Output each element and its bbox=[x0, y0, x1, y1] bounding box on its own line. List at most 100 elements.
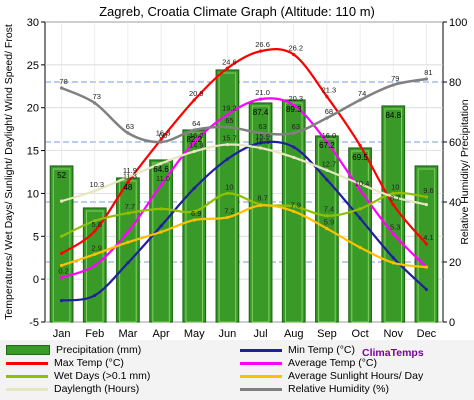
point-relative-humidity bbox=[325, 116, 329, 120]
label-average-temp-c: 20.3 bbox=[288, 94, 303, 103]
legend-item-average-sunlight-hours-day: Average Sunlight Hours/ Day bbox=[240, 370, 423, 383]
legend-label: Relative Humidity (%) bbox=[288, 383, 389, 395]
point-wet-days-0-1-mm bbox=[59, 234, 64, 238]
point-wet-days-0-1-mm bbox=[159, 207, 163, 211]
brand-label: ClimaTemps bbox=[362, 347, 424, 359]
legend-swatch bbox=[6, 387, 48, 391]
point-average-sunlight-hours-day bbox=[424, 265, 429, 269]
point-min-temp-c bbox=[59, 298, 64, 303]
point-relative-humidity bbox=[59, 86, 64, 90]
point-relative-humidity bbox=[93, 101, 97, 105]
point-max-temp-c bbox=[292, 52, 296, 57]
label-daylength-hours: 12.7 bbox=[322, 159, 337, 168]
point-max-temp-c bbox=[225, 66, 230, 70]
label-relative-humidity: 63 bbox=[126, 122, 134, 131]
series-lines bbox=[59, 48, 429, 303]
label-daylength-hours: 15.7 bbox=[222, 134, 237, 143]
climate-chart: Zagreb, Croatia Climate Graph (Altitude:… bbox=[3, 4, 471, 340]
point-wet-days-0-1-mm bbox=[292, 204, 296, 208]
x-tick-label: Sep bbox=[317, 328, 337, 340]
point-relative-humidity bbox=[258, 131, 263, 135]
legend: Precipitation (mm) Min Temp (°C) Max Temp … bbox=[0, 340, 474, 400]
point-daylength-hours bbox=[325, 168, 329, 172]
point-relative-humidity bbox=[192, 128, 196, 132]
label-average-sunlight-hours-day: 2.9 bbox=[92, 243, 102, 252]
precipitation-bars bbox=[49, 69, 439, 323]
x-tick-label: Jun bbox=[219, 328, 237, 340]
label-average-sunlight-hours-day: 7.9 bbox=[291, 200, 301, 209]
legend-item-daylength-hours: Daylength (Hours) bbox=[6, 383, 139, 396]
label-average-temp-c: 21.0 bbox=[255, 88, 270, 97]
legend-label: Average Temp (°C) bbox=[288, 357, 378, 369]
plot-area bbox=[44, 21, 444, 323]
tick-label-left: -5 bbox=[29, 317, 39, 329]
point-average-sunlight-hours-day bbox=[258, 203, 263, 208]
label-max-temp-c: 16.3 bbox=[156, 128, 171, 137]
label-wet-days-0-1-mm: 7.4 bbox=[324, 205, 334, 214]
point-min-temp-c bbox=[126, 261, 130, 265]
label-relative-humidity: 65 bbox=[225, 116, 233, 125]
precipitation-bar-inner bbox=[351, 150, 369, 323]
label-daylength-hours: 15.3 bbox=[255, 137, 270, 146]
label-relative-humidity: 64 bbox=[192, 119, 200, 128]
point-wet-days-0-1-mm bbox=[126, 211, 130, 215]
tick-label-right: 40 bbox=[449, 197, 461, 209]
x-tick-label: Apr bbox=[153, 328, 170, 340]
point-average-temp-c bbox=[93, 263, 97, 268]
point-relative-humidity bbox=[391, 83, 395, 87]
point-wet-days-0-1-mm bbox=[225, 191, 230, 196]
point-max-temp-c bbox=[424, 242, 429, 246]
point-daylength-hours bbox=[358, 182, 362, 186]
y-axis-label-right: Relative Humidity/ Precipitation bbox=[459, 99, 471, 244]
point-daylength-hours bbox=[424, 202, 429, 207]
point-daylength-hours bbox=[159, 161, 163, 166]
label-average-temp-c: 11.0 bbox=[156, 174, 170, 183]
label-max-temp-c: 5.6 bbox=[92, 220, 102, 229]
point-min-temp-c bbox=[292, 145, 296, 149]
point-average-sunlight-hours-day bbox=[126, 240, 130, 244]
point-average-temp-c bbox=[292, 103, 296, 107]
precipitation-bar-inner bbox=[52, 168, 71, 323]
x-tick-label: Nov bbox=[383, 328, 403, 340]
tick-label-right: 80 bbox=[449, 77, 461, 89]
label-average-temp-c: 16.0 bbox=[189, 131, 204, 140]
label-relative-humidity: 60 bbox=[159, 131, 167, 140]
precipitation-data-label: 64.6 bbox=[153, 165, 169, 174]
point-average-sunlight-hours-day bbox=[192, 218, 196, 222]
precipitation-data-label: 82.2 bbox=[186, 135, 202, 144]
legend-label: Max Temp (°C) bbox=[54, 357, 124, 369]
label-relative-humidity: 79 bbox=[391, 74, 399, 83]
point-average-sunlight-hours-day bbox=[292, 209, 296, 214]
point-average-temp-c bbox=[126, 230, 130, 234]
line-max-temp-c bbox=[60, 48, 428, 255]
point-max-temp-c bbox=[325, 94, 329, 99]
tick-label-left: 20 bbox=[27, 103, 39, 115]
label-daylength-hours: 14.9 bbox=[189, 140, 204, 149]
precipitation-bar-inner bbox=[185, 132, 204, 323]
legend-label: Min Temp (°C) bbox=[288, 344, 356, 356]
label-relative-humidity: 73 bbox=[93, 92, 101, 101]
point-average-sunlight-hours-day bbox=[391, 261, 395, 265]
point-daylength-hours bbox=[391, 195, 395, 199]
legend-item-min-temp-c: Min Temp (°C) bbox=[240, 344, 355, 357]
point-average-temp-c bbox=[325, 140, 329, 144]
point-average-sunlight-hours-day bbox=[93, 252, 97, 256]
tick-label-right: 100 bbox=[449, 17, 467, 29]
legend-swatch bbox=[240, 348, 282, 352]
tick-label-left: 25 bbox=[27, 60, 39, 72]
legend-swatch bbox=[6, 374, 48, 378]
chart-title: Zagreb, Croatia Climate Graph (Altitude:… bbox=[99, 4, 375, 19]
point-daylength-hours bbox=[292, 155, 296, 160]
point-average-sunlight-hours-day bbox=[225, 215, 230, 220]
precipitation-data-label: 52 bbox=[57, 171, 66, 180]
x-tick-label: Oct bbox=[352, 328, 369, 340]
point-wet-days-0-1-mm bbox=[93, 219, 97, 223]
x-tick-label: Jul bbox=[254, 328, 268, 340]
axes: -5 0 5 10 15 20 25 30 0 20 40 60 80 100 Jan Feb Mar Apr Ma… bbox=[27, 17, 468, 340]
legend-item-relative-humidity: Relative Humidity (%) bbox=[240, 383, 389, 396]
label-max-temp-c: 8.7 bbox=[390, 194, 400, 203]
label-max-temp-c: 26.6 bbox=[255, 40, 270, 49]
point-min-temp-c bbox=[93, 293, 97, 298]
tick-label-left: 0 bbox=[33, 274, 39, 286]
